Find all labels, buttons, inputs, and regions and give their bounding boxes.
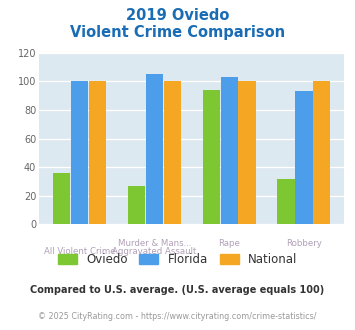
Bar	[220, 77, 238, 224]
Legend: Oviedo, Florida, National: Oviedo, Florida, National	[53, 248, 302, 271]
Bar	[146, 74, 163, 224]
Bar	[203, 90, 220, 224]
Text: Robbery: Robbery	[286, 239, 322, 248]
Bar	[239, 82, 256, 224]
Bar	[164, 82, 181, 224]
Bar	[313, 82, 331, 224]
Text: All Violent Crime: All Violent Crime	[44, 247, 115, 256]
Bar	[71, 82, 88, 224]
Bar	[295, 91, 312, 224]
Text: Murder & Mans...: Murder & Mans...	[118, 239, 191, 248]
Text: Aggravated Assault: Aggravated Assault	[112, 247, 196, 256]
Text: Compared to U.S. average. (U.S. average equals 100): Compared to U.S. average. (U.S. average …	[31, 285, 324, 295]
Text: 2019 Oviedo: 2019 Oviedo	[126, 8, 229, 23]
Bar	[277, 179, 295, 224]
Bar	[128, 186, 145, 224]
Text: Rape: Rape	[218, 239, 240, 248]
Text: © 2025 CityRating.com - https://www.cityrating.com/crime-statistics/: © 2025 CityRating.com - https://www.city…	[38, 312, 317, 321]
Text: Violent Crime Comparison: Violent Crime Comparison	[70, 25, 285, 40]
Bar	[89, 82, 106, 224]
Bar	[53, 173, 70, 224]
